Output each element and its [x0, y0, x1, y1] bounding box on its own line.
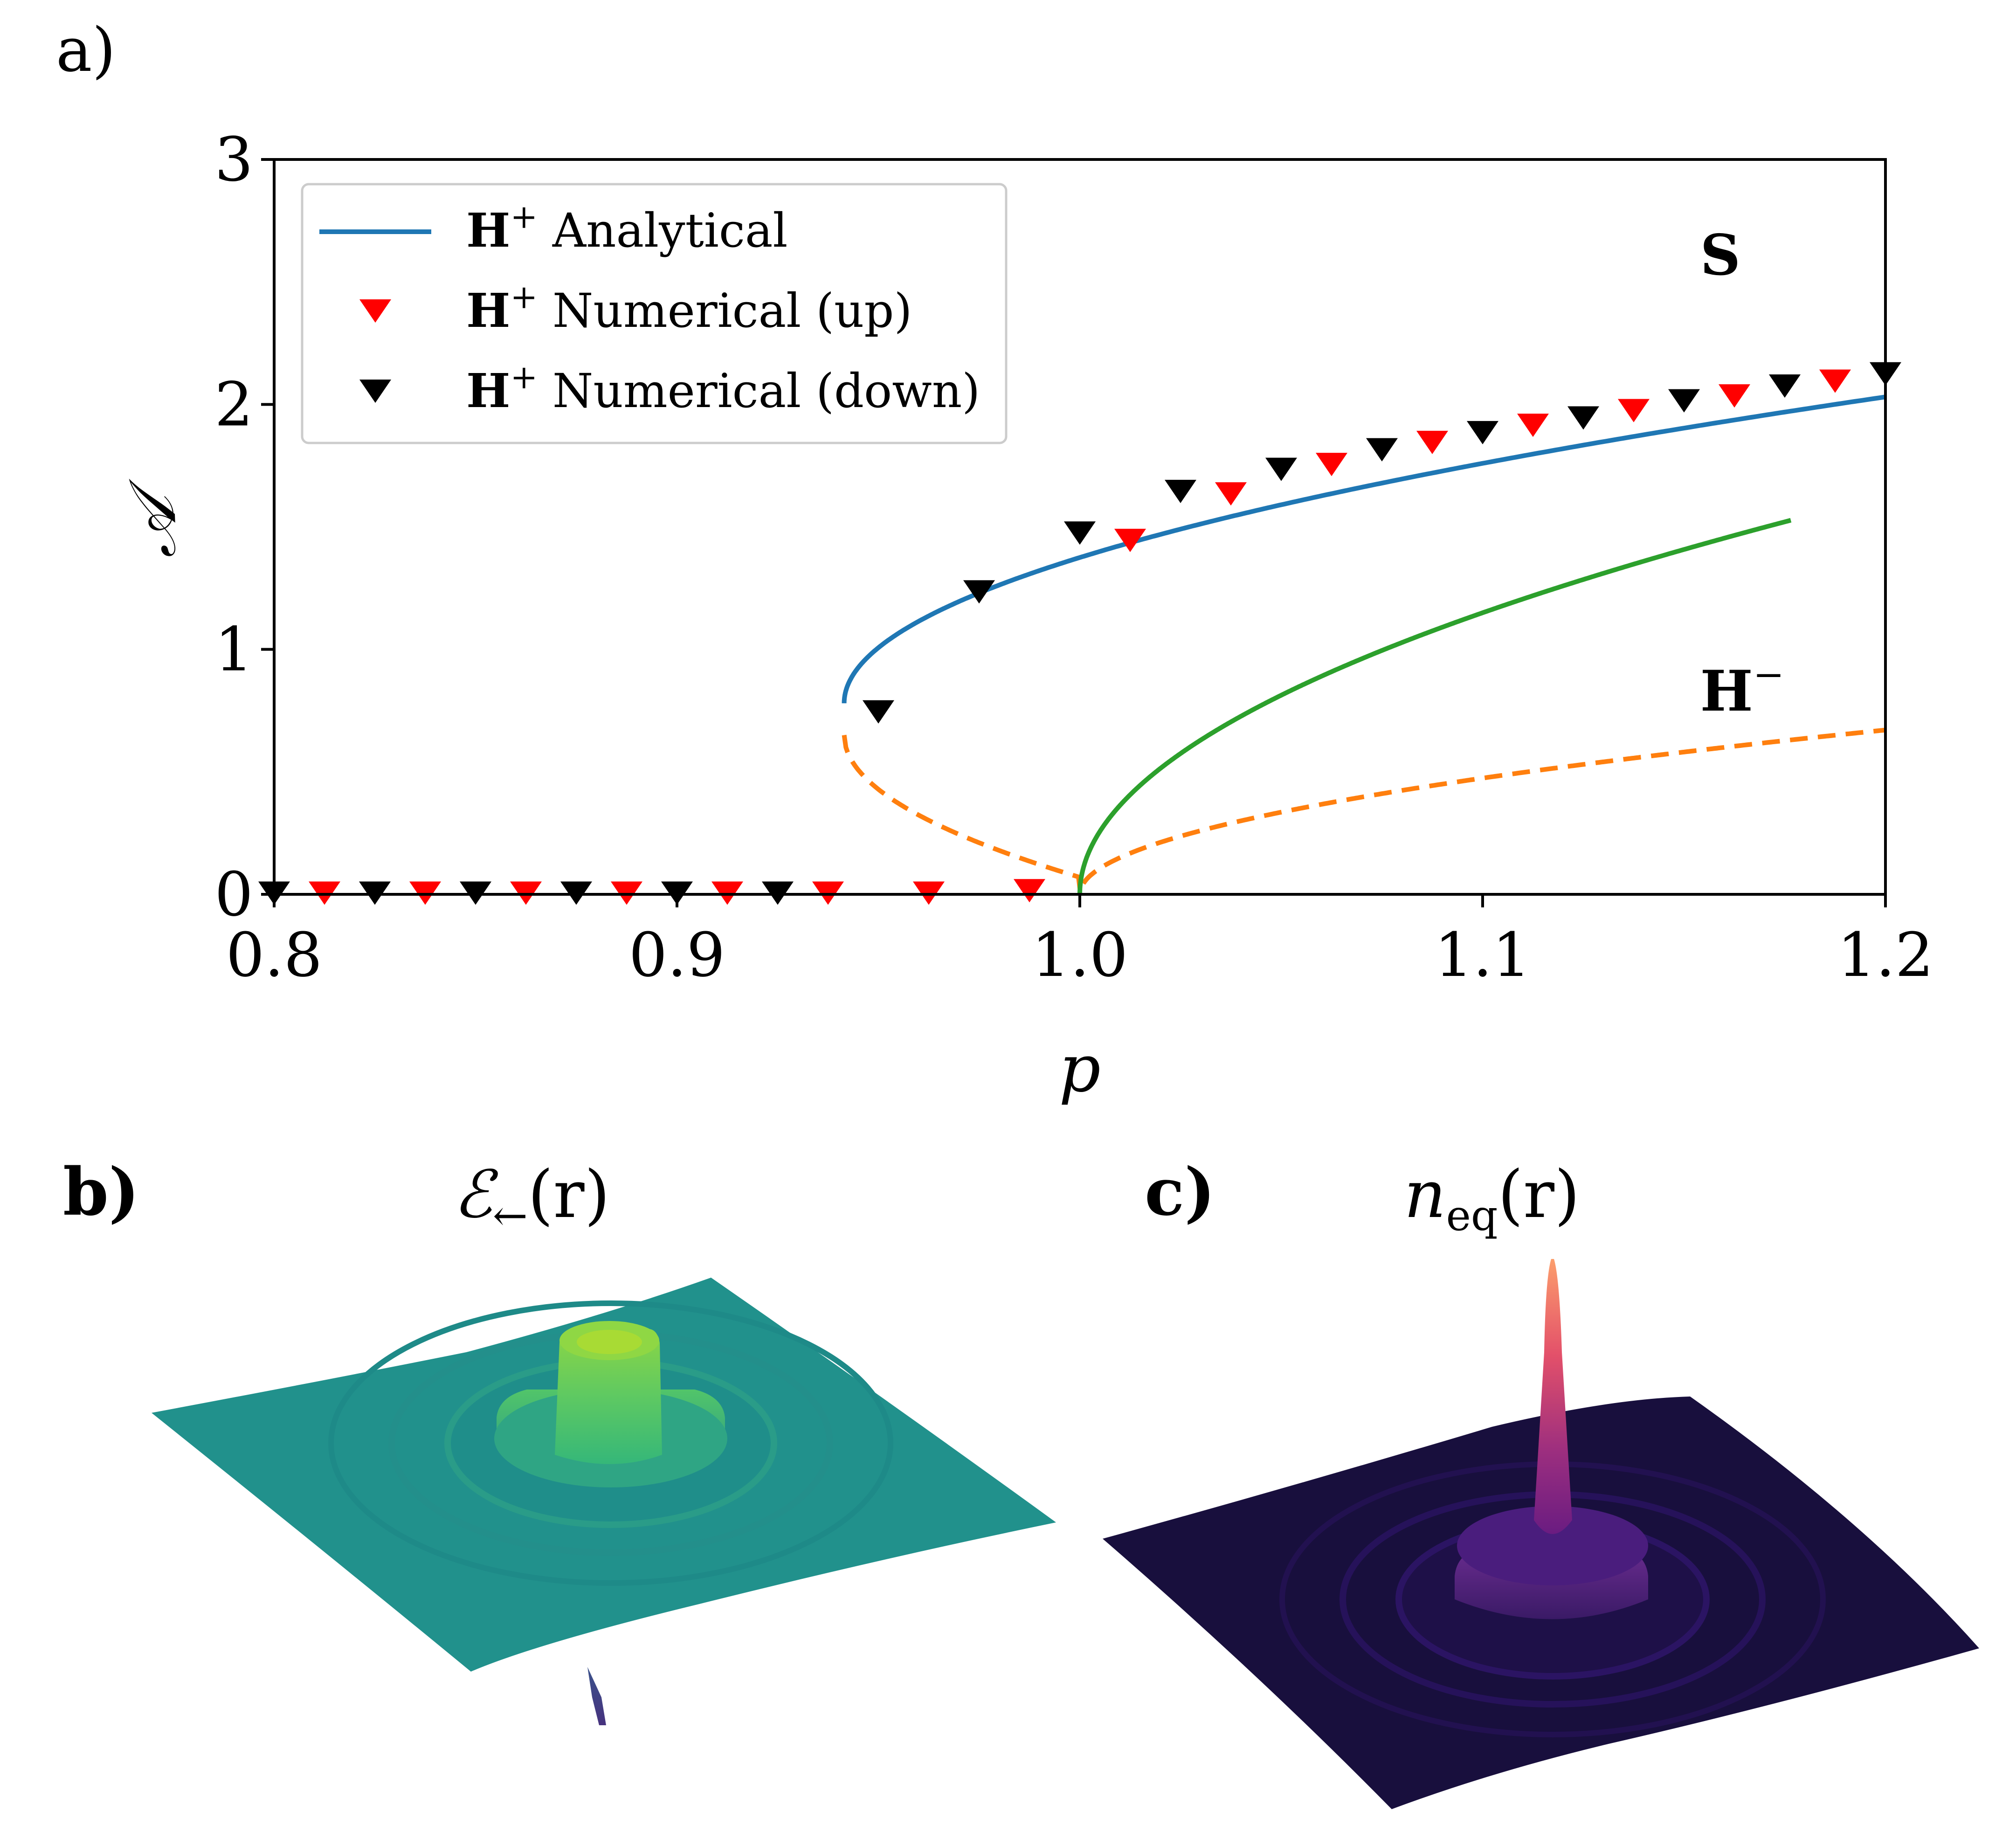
panel-b-title: ℰ←(r) — [453, 1157, 610, 1240]
panel-c-title-argument: (r) — [1498, 1157, 1580, 1233]
marker-down-10 — [1265, 457, 1297, 481]
density-ring-top — [1457, 1506, 1648, 1585]
marker-down-7 — [963, 580, 995, 604]
legend-swatch-up — [359, 299, 391, 323]
marker-up-8 — [1114, 529, 1146, 553]
density-central-spike — [1534, 1259, 1572, 1534]
panel-a-label: a) — [56, 14, 116, 85]
energy-negative-dip — [587, 1667, 606, 1725]
density-surface-3d — [1103, 1259, 1979, 1809]
panel-b-title-subscript: ← — [493, 1191, 528, 1240]
annotation-Hminus-sup: − — [1753, 653, 1784, 696]
y-axis-label: 𝒜 — [115, 478, 191, 558]
x-tick-label-4: 1.2 — [1837, 920, 1934, 990]
marker-down-15 — [1769, 374, 1801, 398]
energy-ring-outer — [328, 1300, 893, 1586]
annotation-Hminus: H− — [1700, 653, 1784, 724]
panel-b-title-symbol: ℰ — [453, 1157, 498, 1233]
legend-label-down-text: Numerical (down) — [538, 364, 980, 418]
marker-up-10 — [1316, 453, 1347, 477]
x-tick-label-0: 0.8 — [226, 920, 323, 990]
legend-label-up-sup: + — [510, 278, 538, 316]
panel-c-title-symbol: n — [1404, 1157, 1446, 1233]
x-tick-label-2: 1.0 — [1032, 920, 1128, 990]
y-tick-label-3: 3 — [214, 124, 253, 195]
marker-down-12 — [1467, 421, 1498, 444]
energy-surface-3d — [152, 1278, 1056, 1725]
panel-b-label: b) — [63, 1154, 139, 1231]
curves — [842, 394, 1886, 894]
marker-down-6 — [863, 700, 894, 724]
x-axis: 0.8 0.9 1.0 1.1 1.2 — [226, 894, 1934, 990]
legend-label-down: H+ Numerical (down) — [466, 358, 980, 418]
series-line-s — [1077, 518, 1792, 894]
legend-label-up: H+ Numerical (up) — [466, 278, 912, 338]
x-axis-label: p — [1059, 1031, 1101, 1107]
panel-c: c) neq(r) — [1103, 1154, 1979, 1809]
annotation-S-text: S — [1700, 222, 1741, 288]
marker-up-12 — [1517, 414, 1549, 437]
series-line-h-analytical — [842, 394, 1886, 704]
marker-up-14 — [1719, 384, 1750, 408]
marker-up-7 — [1014, 879, 1045, 903]
marker-down-9 — [1165, 479, 1196, 503]
marker-up-11 — [1416, 430, 1448, 454]
y-tick-label-2: 2 — [214, 369, 253, 440]
legend-label-up-symbol: H — [466, 283, 510, 338]
legend-label-analytical-text: Analytical — [538, 203, 787, 258]
panel-b: b) ℰ←(r) — [63, 1154, 1056, 1725]
legend-box — [301, 183, 1008, 444]
x-tick-label-3: 1.1 — [1435, 920, 1531, 990]
annotation-S: S — [1700, 222, 1741, 288]
legend-swatch-down — [359, 380, 391, 403]
marker-down-11 — [1366, 438, 1398, 462]
panel-c-title: neq(r) — [1404, 1157, 1580, 1240]
marker-down-8 — [1064, 521, 1096, 545]
legend-label-analytical-symbol: H — [466, 203, 510, 258]
marker-down-14 — [1668, 389, 1700, 413]
plot-frame — [273, 158, 1887, 896]
y-axis: 0 1 2 3 — [214, 124, 274, 930]
marker-up-13 — [1618, 399, 1650, 422]
panel-c-title-subscript: eq — [1446, 1191, 1498, 1240]
x-tick-label-1: 0.9 — [629, 920, 725, 990]
y-tick-label-0: 0 — [214, 859, 253, 930]
annotation-Hminus-text: H — [1700, 658, 1753, 724]
annotations: S H− — [1700, 222, 1784, 724]
energy-peak-inner — [577, 1330, 642, 1354]
panel-b-title-argument: (r) — [528, 1157, 610, 1233]
legend-label-down-sup: + — [510, 358, 538, 396]
y-tick-label-1: 1 — [214, 614, 253, 685]
legend-label-up-text: Numerical (up) — [538, 283, 912, 338]
panel-c-label: c) — [1145, 1154, 1215, 1231]
series-line-h-unstable- — [842, 727, 1886, 892]
marker-up-9 — [1215, 482, 1247, 506]
legend-label-analytical-sup: + — [510, 198, 538, 236]
legend-label-analytical: H+ Analytical — [466, 198, 787, 258]
legend-label-down-symbol: H — [466, 363, 510, 418]
energy-central-peak — [555, 1329, 662, 1464]
marker-down-13 — [1567, 406, 1599, 430]
marker-up-15 — [1819, 369, 1851, 393]
